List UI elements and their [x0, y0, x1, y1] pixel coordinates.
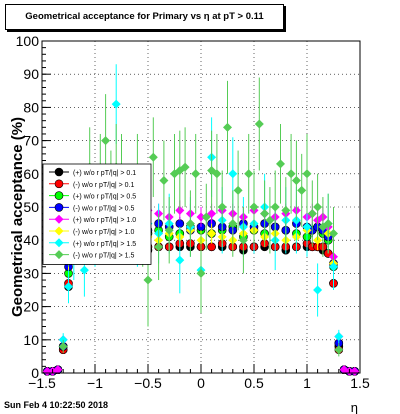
legend-marker — [54, 203, 64, 212]
data-point — [260, 209, 270, 219]
chart-title-box: Geometrical acceptance for Primary vs η … — [5, 4, 284, 30]
data-point — [276, 159, 285, 169]
axis-ticks: −1.5 −1 −0.5 0 0.5 1 1.5 0 10 20 30 40 50 60 70 80 90 100 — [16, 33, 370, 391]
data-point — [254, 119, 264, 129]
data-point — [217, 202, 227, 212]
legend-entry: (+) w/o r pT/|q| > 1.5 — [73, 241, 136, 248]
y-tick-label: 0 — [31, 365, 39, 381]
x-tick-label: 0 — [197, 375, 205, 391]
data-point — [265, 215, 275, 225]
data-point — [79, 265, 89, 275]
x-tick-label: −0.5 — [134, 375, 162, 391]
data-point — [111, 99, 121, 109]
data-point — [207, 229, 217, 239]
data-point — [101, 136, 111, 146]
legend-entry: (-) w/o r pT/|q| > 0.5 — [73, 205, 135, 212]
y-axis-label: Geometrical acceptance (%) — [9, 117, 26, 317]
y-tick-label: 50 — [23, 199, 39, 215]
legend-marker — [54, 167, 64, 177]
data-point — [313, 202, 323, 212]
legend-marker — [54, 179, 64, 189]
data-point — [286, 169, 296, 179]
legend: (+) w/o r pT/|q| > 0.1 (-) w/o r pT/|q| >… — [42, 163, 152, 265]
x-axis-label: η — [351, 400, 358, 414]
data-point — [154, 242, 164, 252]
y-tick-label: 40 — [23, 232, 39, 248]
data-point — [58, 341, 68, 351]
data-point — [180, 162, 190, 172]
data-point — [201, 212, 211, 222]
y-tick-label: 80 — [23, 99, 39, 115]
data-point — [329, 262, 338, 272]
legend-entry: (-) w/o r pT/|q| > 1.0 — [73, 229, 135, 236]
data-point — [307, 209, 317, 219]
data-point — [233, 185, 243, 195]
legend-entry: (+) w/o r pT/|q| > 0.5 — [73, 194, 136, 201]
data-point — [238, 235, 248, 245]
y-tick-label: 30 — [23, 265, 39, 281]
data-point — [244, 169, 254, 179]
legend-marker — [54, 191, 64, 200]
y-tick-label: 60 — [23, 166, 39, 182]
data-point — [228, 169, 238, 179]
x-tick-label: 0.5 — [244, 375, 264, 391]
y-tick-label: 20 — [23, 299, 39, 315]
legend-entry: (+) w/o r pT/|q| > 0.1 — [73, 170, 136, 177]
data-point — [175, 219, 185, 228]
data-point — [175, 255, 185, 265]
data-point — [207, 242, 216, 252]
data-point — [313, 285, 323, 295]
data-point — [212, 169, 222, 179]
data-point — [228, 219, 238, 229]
legend-entry: (-) w/o r pT/|q| > 1.5 — [73, 253, 135, 260]
chart-title: Geometrical acceptance for Primary vs η … — [25, 11, 264, 22]
data-point — [270, 202, 280, 212]
data-point — [164, 225, 174, 235]
x-tick-label: 1 — [303, 375, 311, 391]
legend-marker — [54, 214, 64, 224]
data-point — [53, 365, 63, 375]
legend-marker — [54, 238, 64, 248]
data-point — [291, 175, 301, 185]
data-point — [334, 331, 344, 341]
legend-entry: (-) w/o r pT/|q| > 0.1 — [73, 182, 135, 189]
legend-marker — [54, 226, 64, 236]
data-point — [297, 185, 307, 195]
data-point — [196, 212, 206, 222]
data-point — [196, 268, 206, 278]
y-tick-label: 90 — [23, 66, 39, 82]
x-tick-label: −1 — [87, 375, 103, 391]
data-point — [64, 282, 73, 292]
data-point — [223, 122, 232, 132]
data-point — [191, 169, 201, 179]
data-point — [334, 345, 344, 355]
data-point — [302, 169, 312, 179]
data-point — [249, 202, 259, 212]
data-point — [143, 275, 153, 285]
x-tick-label: 1.5 — [350, 375, 370, 391]
data-point — [159, 175, 169, 185]
legend-marker — [54, 250, 64, 260]
y-tick-label: 70 — [23, 133, 39, 149]
x-tick-label: −1.5 — [28, 375, 56, 391]
data-point — [281, 205, 291, 215]
legend-entry: (+) w/o r pT/|q| > 1.0 — [73, 217, 136, 224]
data-point — [42, 366, 52, 376]
y-tick-label: 100 — [16, 33, 40, 49]
data-point — [302, 222, 312, 232]
legend-box — [42, 163, 152, 265]
data-point — [148, 152, 158, 162]
y-tick-label: 10 — [23, 332, 39, 348]
data-point — [329, 229, 338, 239]
data-point — [185, 219, 195, 229]
data-point — [350, 366, 360, 376]
footer-timestamp: Sun Feb 4 10:22:50 2018 — [4, 400, 109, 410]
data-point — [323, 219, 333, 229]
